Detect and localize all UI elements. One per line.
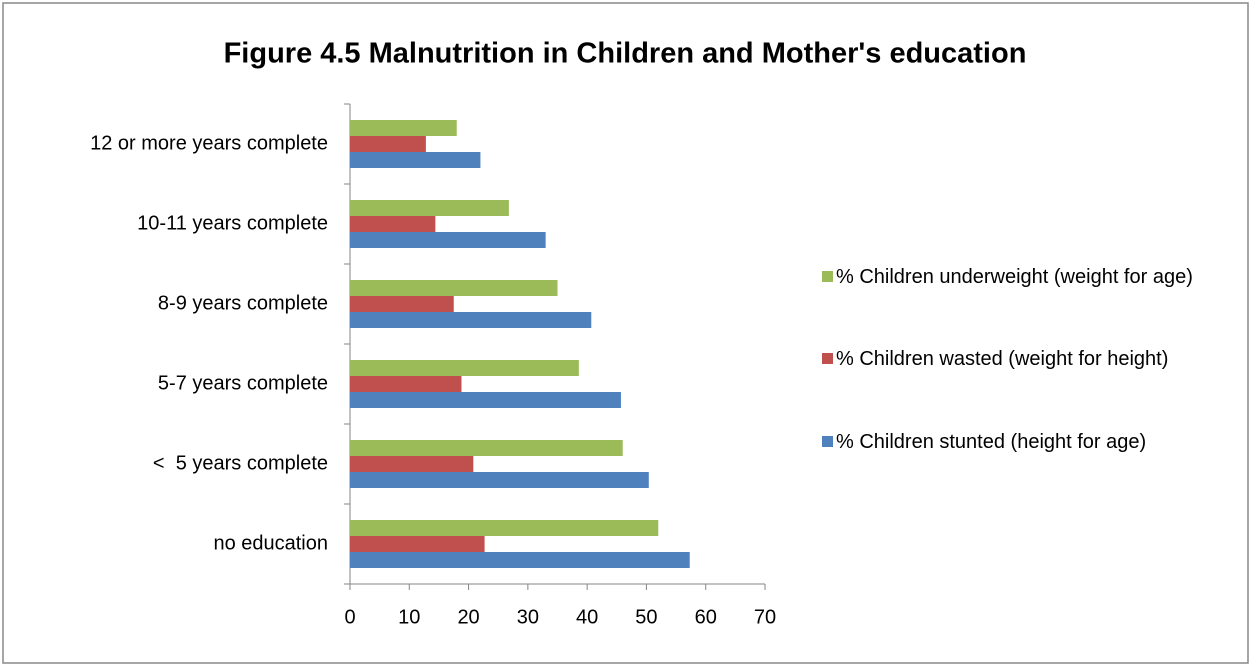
bar	[350, 136, 426, 152]
y-tick-label: no education	[213, 532, 328, 554]
x-tick-label: 70	[754, 606, 776, 628]
y-tick-label: 8-9 years complete	[158, 292, 328, 314]
bar	[350, 472, 649, 488]
y-tick-label: 5-7 years complete	[158, 372, 328, 394]
legend-swatch	[822, 436, 833, 447]
x-tick-label: 60	[695, 606, 717, 628]
x-tick-label: 30	[517, 606, 539, 628]
bar	[350, 456, 474, 472]
bar	[350, 280, 558, 296]
x-tick-label: 0	[344, 606, 355, 628]
bar	[350, 376, 462, 392]
legend-label: % Children underweight (weight for age)	[836, 266, 1193, 288]
legend-label: % Children wasted (weight for height)	[836, 348, 1169, 370]
bar	[350, 152, 481, 168]
bar	[350, 120, 457, 136]
bar	[350, 232, 546, 248]
legend-label: % Children stunted (height for age)	[836, 431, 1147, 453]
x-tick-label: 20	[457, 606, 479, 628]
bar	[350, 520, 659, 536]
x-tick-label: 10	[398, 606, 420, 628]
bar	[350, 536, 485, 552]
legend-swatch	[822, 271, 833, 282]
bar	[350, 200, 509, 216]
bar	[350, 216, 436, 232]
bar	[350, 552, 690, 568]
bar	[350, 440, 623, 456]
bar	[350, 312, 592, 328]
x-tick-label: 50	[635, 606, 657, 628]
y-tick-label: 12 or more years complete	[90, 132, 328, 154]
bar	[350, 360, 579, 376]
y-tick-label: < 5 years complete	[153, 452, 328, 474]
x-tick-label: 40	[576, 606, 598, 628]
legend-swatch	[822, 353, 833, 364]
y-tick-label: 10-11 years complete	[137, 212, 328, 234]
bar	[350, 296, 454, 312]
chart-title: Figure 4.5 Malnutrition in Children and …	[224, 38, 1027, 70]
bar	[350, 392, 621, 408]
